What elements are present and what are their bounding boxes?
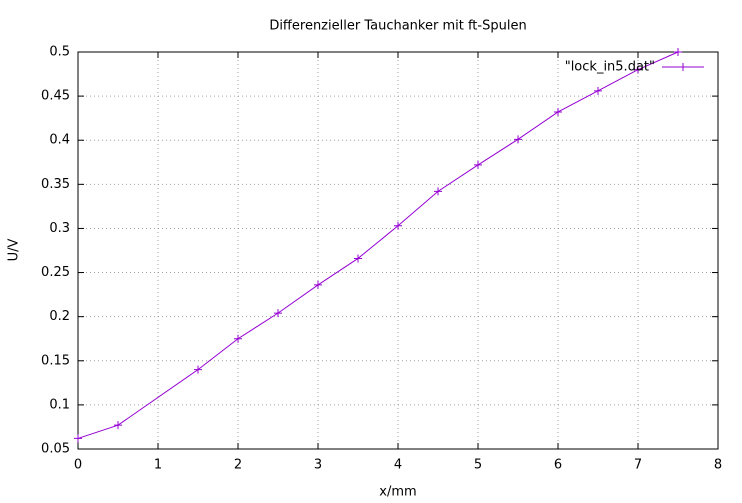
data-point <box>634 65 642 74</box>
x-tick-label: 8 <box>714 458 722 473</box>
data-point <box>474 160 482 169</box>
x-tick-label: 5 <box>474 458 482 473</box>
y-tick-label: 0.3 <box>49 221 70 236</box>
x-tick-label: 6 <box>554 458 562 473</box>
x-tick-label: 1 <box>154 458 162 473</box>
data-point <box>674 48 682 56</box>
plot-frame <box>77 51 719 450</box>
y-tick-label: 0.4 <box>49 133 70 148</box>
y-tick-label: 0.1 <box>49 397 70 412</box>
x-tick-label: 7 <box>634 458 642 473</box>
y-tick-label: 0.15 <box>41 353 70 368</box>
data-line <box>77 51 679 439</box>
y-axis-label: U/V <box>7 239 22 262</box>
y-tick-label: 0.5 <box>49 45 70 60</box>
x-tick-label: 3 <box>314 458 322 473</box>
data-point <box>554 107 562 116</box>
y-tick-label: 0.45 <box>41 89 70 104</box>
legend-label: "lock_in5.dat" <box>565 60 655 75</box>
data-point <box>194 365 202 374</box>
data-point <box>314 280 322 289</box>
x-axis-label: x/mm <box>379 485 416 500</box>
data-point <box>274 309 282 318</box>
data-point <box>74 434 82 443</box>
y-tick-label: 0.2 <box>49 309 70 324</box>
y-tick-label: 0.35 <box>41 177 70 192</box>
data-point <box>434 187 442 196</box>
y-tick-label: 0.05 <box>41 442 70 457</box>
data-point <box>594 86 602 95</box>
data-point <box>394 221 402 230</box>
x-tick-label: 2 <box>234 458 242 473</box>
x-tick-label: 0 <box>74 458 82 473</box>
y-tick-label: 0.25 <box>41 265 70 280</box>
x-tick-label: 4 <box>394 458 402 473</box>
legend-swatch-marker <box>679 63 687 71</box>
chart-title: Differenzieller Tauchanker mit ft-Spulen <box>269 19 526 34</box>
data-point <box>114 421 122 430</box>
data-point <box>354 254 362 263</box>
data-point <box>514 135 522 144</box>
data-point <box>234 334 242 343</box>
